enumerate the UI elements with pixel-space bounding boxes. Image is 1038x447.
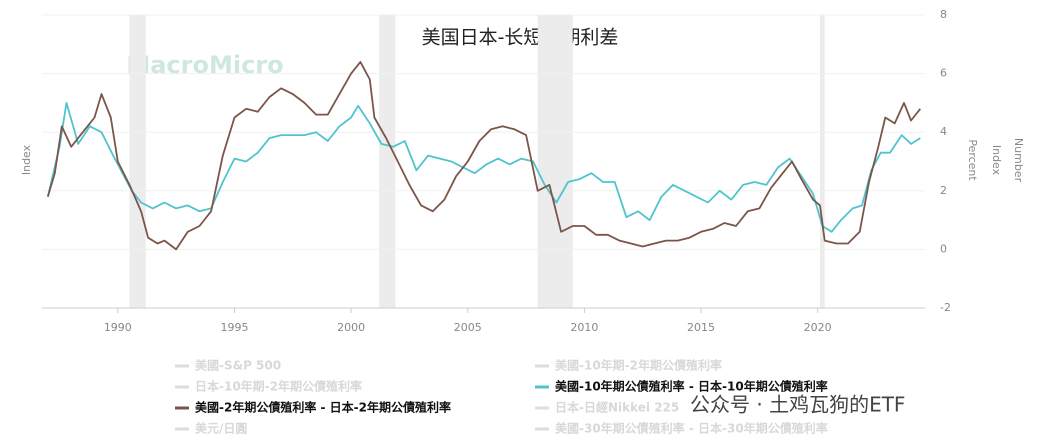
brand-watermark: MacroMicro [126, 51, 283, 79]
x-tick-label: 1995 [220, 321, 248, 334]
legend-label: 美國-2年期公債殖利率 - 日本-2年期公債殖利率 [195, 400, 451, 415]
y-axis-label: Index [20, 144, 33, 175]
x-tick-label: 1990 [104, 321, 132, 334]
x-tick-label: 2015 [687, 321, 715, 334]
y-tick-label: 2 [940, 184, 947, 197]
legend-label: 日本-10年期-2年期公債殖利率 [195, 379, 362, 394]
y-tick-label: 0 [940, 242, 947, 255]
legend-label: 美國-10年期-2年期公債殖利率 [555, 358, 722, 373]
shaded-period [820, 15, 825, 308]
y-tick-label: 6 [940, 67, 947, 80]
chart-title: 美国日本-长短天期利差 [422, 27, 619, 49]
y-tick-label: 8 [940, 8, 947, 21]
legend-label: 美國-10年期公債殖利率 - 日本-10年期公債殖利率 [555, 379, 828, 394]
shaded-period [537, 15, 573, 308]
watermark: 公众号 · 土鸡瓦狗的ETF [690, 393, 905, 417]
legend-label: 美元/日圓 [195, 421, 247, 436]
shaded-period [129, 15, 146, 308]
series-line [46, 61, 922, 251]
shaded-period [379, 15, 396, 308]
series-line [46, 102, 921, 233]
y-tick-label: -2 [940, 301, 951, 314]
x-tick-label: 2010 [570, 321, 598, 334]
x-tick-label: 2000 [337, 321, 365, 334]
x-tick-label: 2005 [454, 321, 482, 334]
y2-axis-label: Index [990, 145, 1003, 176]
y2-axis-label: Percent [966, 139, 979, 181]
legend-label: 美國-S&P 500 [195, 358, 281, 373]
y-tick-label: 4 [940, 125, 947, 138]
y2-axis-label: Number [1012, 138, 1025, 183]
x-tick-label: 2020 [804, 321, 832, 334]
legend-label: 日本-日經Nikkei 225 [555, 400, 679, 415]
legend-label: 美國-30年期公債殖利率 - 日本-30年期公債殖利率 [555, 421, 828, 436]
